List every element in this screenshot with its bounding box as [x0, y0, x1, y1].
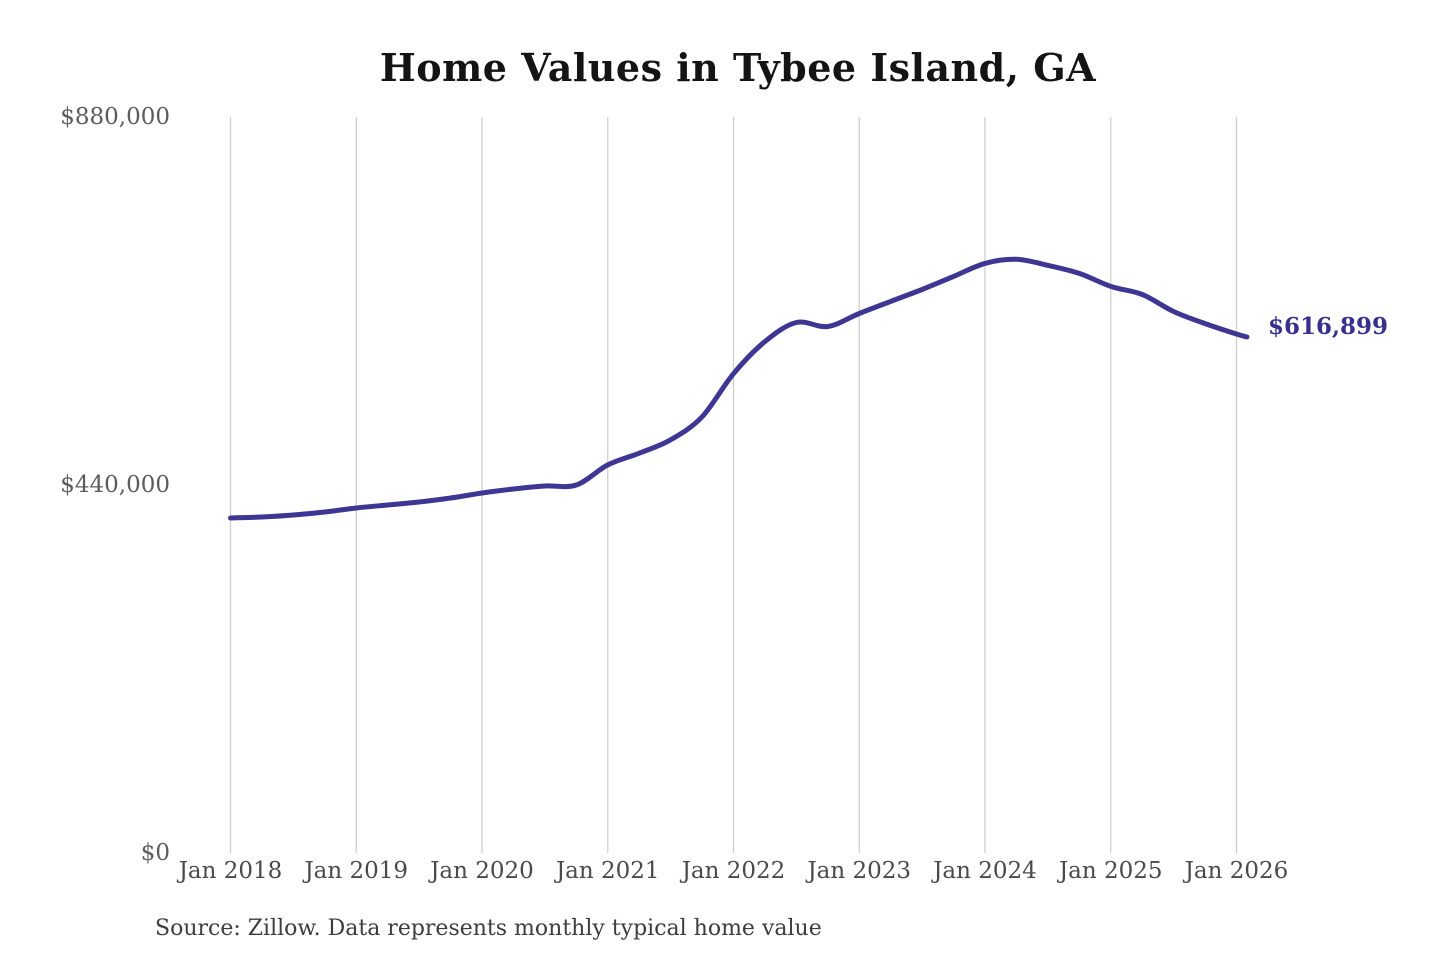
x-axis-label-jan-2022: Jan 2022	[681, 858, 786, 884]
y-axis-label--440-000: $440,000	[60, 472, 170, 498]
y-axis-label--880-000: $880,000	[60, 104, 170, 130]
chart-title: Home Values in Tybee Island, GA	[379, 45, 1097, 90]
source-note: Source: Zillow. Data represents monthly …	[155, 916, 822, 941]
home-value-line	[228, 256, 1250, 521]
x-axis-label-jan-2018: Jan 2018	[178, 858, 283, 884]
x-axis-label-jan-2019: Jan 2019	[304, 858, 409, 884]
x-axis-label-jan-2024: Jan 2024	[933, 858, 1037, 884]
x-axis-label-jan-2026: Jan 2026	[1184, 858, 1289, 884]
x-axis-label-jan-2025: Jan 2025	[1058, 858, 1163, 884]
x-axis-label-jan-2021: Jan 2021	[555, 858, 660, 884]
x-axis-label-jan-2023: Jan 2023	[807, 858, 912, 884]
y-axis-label--0: $0	[140, 840, 170, 866]
latest-value-label: $616,899	[1267, 313, 1388, 341]
x-axis-label-jan-2020: Jan 2020	[430, 858, 534, 884]
